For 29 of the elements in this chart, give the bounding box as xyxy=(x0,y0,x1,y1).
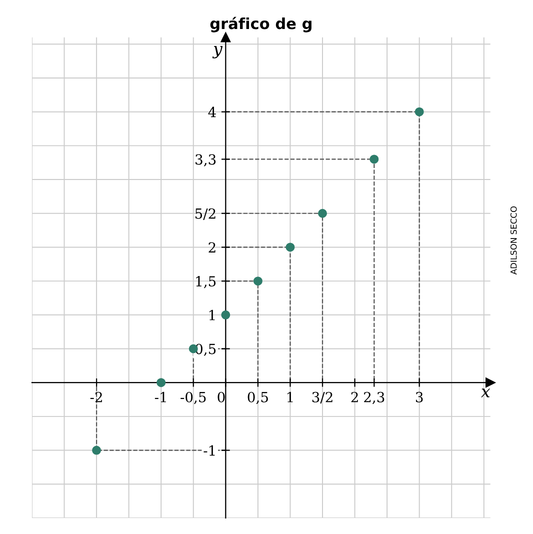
x-tick-label: -2 xyxy=(90,392,102,402)
x-axis-title: x xyxy=(481,388,490,398)
x-tick-label: 3 xyxy=(416,392,423,402)
y-tick-label: 2 xyxy=(208,242,216,252)
x-tick-label: 0 xyxy=(218,392,225,402)
point xyxy=(286,242,295,252)
x-tick-label: 0,5 xyxy=(248,392,268,404)
point xyxy=(156,378,166,388)
point xyxy=(253,276,262,286)
point xyxy=(370,154,379,164)
y-tick-label: 3,3 xyxy=(196,154,216,166)
x-tick-label: -1 xyxy=(154,392,166,402)
y-tick-label: -1 xyxy=(204,445,215,456)
y-tick-label: 4 xyxy=(208,106,216,118)
x-tick-label: 3/2 xyxy=(312,392,332,404)
y-tick-label: 5/2 xyxy=(195,208,216,220)
point xyxy=(414,107,424,116)
text: ADILSON SECCO xyxy=(510,206,517,275)
point xyxy=(92,446,102,455)
x-tick-label: 2,3 xyxy=(364,392,384,404)
y-tick-label: 1 xyxy=(209,310,215,320)
chart-title: gráfico de g xyxy=(210,16,312,32)
y-tick-label: 1,5 xyxy=(196,276,216,288)
y-axis-title: y xyxy=(212,46,223,58)
x-tick-label: 1 xyxy=(288,392,293,402)
point xyxy=(318,208,327,218)
point xyxy=(221,310,230,320)
x-tick-label: -0,5 xyxy=(180,392,206,404)
x-tick-label: 2 xyxy=(351,392,358,402)
